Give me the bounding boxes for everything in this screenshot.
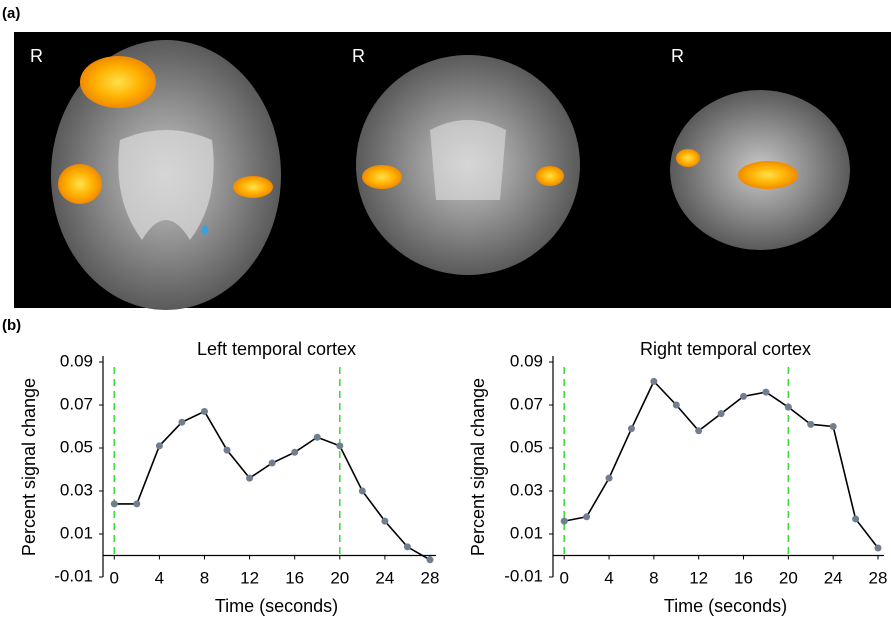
y-axis-label: Percent signal change bbox=[468, 378, 488, 556]
y-tick-label: 0.05 bbox=[60, 437, 93, 456]
x-tick-label: 12 bbox=[689, 568, 708, 587]
data-point bbox=[740, 393, 747, 400]
y-tick-label: 0.07 bbox=[510, 394, 543, 413]
data-point bbox=[269, 460, 276, 467]
panel-label: (b) bbox=[2, 317, 21, 334]
orientation-label: R bbox=[352, 46, 365, 66]
data-point bbox=[650, 378, 657, 385]
data-point bbox=[785, 404, 792, 411]
data-point bbox=[807, 421, 814, 428]
data-point bbox=[583, 513, 590, 520]
chart-title: Left temporal cortex bbox=[197, 339, 356, 359]
orientation-label: R bbox=[671, 46, 684, 66]
x-tick-label: 12 bbox=[240, 568, 259, 587]
y-tick-label: 0.01 bbox=[510, 523, 543, 542]
x-tick-label: 20 bbox=[779, 568, 798, 587]
data-point bbox=[875, 544, 882, 551]
data-point bbox=[404, 543, 411, 550]
y-tick-label: 0.09 bbox=[60, 351, 93, 370]
x-tick-label: 16 bbox=[285, 568, 304, 587]
y-tick-label: -0.01 bbox=[504, 566, 543, 585]
data-point bbox=[673, 402, 680, 409]
data-point bbox=[156, 442, 163, 449]
data-point bbox=[111, 500, 118, 507]
x-tick-label: 28 bbox=[869, 568, 888, 587]
data-point bbox=[359, 488, 366, 495]
data-point bbox=[291, 449, 298, 456]
x-tick-label: 8 bbox=[649, 568, 658, 587]
figure: (a) R R R (b) Left temporal cortex Time (… bbox=[0, 0, 891, 621]
data-line bbox=[564, 381, 878, 548]
data-point bbox=[561, 518, 568, 525]
data-point bbox=[718, 410, 725, 417]
data-point bbox=[628, 425, 635, 432]
y-tick-label: 0.01 bbox=[60, 523, 93, 542]
data-point bbox=[246, 475, 253, 482]
x-tick-label: 28 bbox=[421, 568, 440, 587]
x-tick-label: 4 bbox=[604, 568, 613, 587]
data-line bbox=[114, 411, 430, 559]
orientation-label: R bbox=[30, 46, 43, 66]
x-tick-label: 4 bbox=[155, 568, 164, 587]
y-tick-label: 0.07 bbox=[60, 394, 93, 413]
data-point bbox=[201, 408, 208, 415]
y-tick-label: 0.03 bbox=[60, 480, 93, 499]
y-tick-label: 0.03 bbox=[510, 480, 543, 499]
data-point bbox=[178, 419, 185, 426]
x-tick-label: 24 bbox=[375, 568, 394, 587]
x-tick-label: 8 bbox=[200, 568, 209, 587]
data-point bbox=[762, 389, 769, 396]
panel-label: (a) bbox=[2, 5, 20, 22]
x-tick-label: 24 bbox=[824, 568, 843, 587]
y-tick-label: 0.09 bbox=[510, 351, 543, 370]
data-point bbox=[336, 442, 343, 449]
data-point bbox=[427, 556, 434, 563]
x-axis-label: Time (seconds) bbox=[664, 596, 787, 616]
data-point bbox=[852, 515, 859, 522]
data-point bbox=[695, 427, 702, 434]
x-tick-label: 0 bbox=[559, 568, 568, 587]
data-point bbox=[381, 518, 388, 525]
y-tick-label: -0.01 bbox=[54, 566, 93, 585]
x-tick-label: 16 bbox=[734, 568, 753, 587]
chart-title: Right temporal cortex bbox=[640, 339, 811, 359]
x-tick-label: 20 bbox=[330, 568, 349, 587]
y-tick-label: 0.05 bbox=[510, 437, 543, 456]
y-axis-label: Percent signal change bbox=[19, 378, 39, 556]
data-point bbox=[830, 423, 837, 430]
data-point bbox=[224, 447, 231, 454]
data-point bbox=[133, 500, 140, 507]
data-point bbox=[314, 434, 321, 441]
x-tick-label: 0 bbox=[110, 568, 119, 587]
x-axis-label: Time (seconds) bbox=[215, 596, 338, 616]
data-point bbox=[606, 475, 613, 482]
